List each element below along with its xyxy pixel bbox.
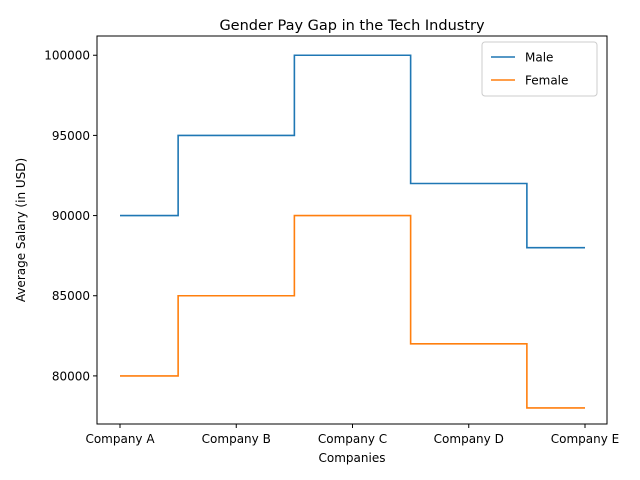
y-axis: 80000 85000 90000 95000 100000: [44, 49, 97, 383]
series-layer: [120, 54, 585, 409]
chart-title: Gender Pay Gap in the Tech Industry: [219, 18, 485, 34]
x-tick-label: Company C: [318, 432, 387, 446]
x-tick-label: Company B: [202, 432, 271, 446]
x-axis: Company A Company B Company C Company D Comp…: [85, 424, 619, 446]
y-tick-label: 80000: [52, 369, 90, 383]
y-axis-title: Average Salary (in USD): [14, 158, 28, 302]
legend-label-female: Female: [525, 74, 568, 88]
x-tick-label: Company E: [551, 432, 619, 446]
series-line-male: [120, 54, 585, 249]
series-line-female: [120, 214, 585, 409]
y-tick-label: 90000: [52, 209, 90, 223]
y-tick-label: 85000: [52, 289, 90, 303]
legend-label-male: Male: [525, 51, 553, 65]
x-tick-label: Company A: [85, 432, 155, 446]
y-tick-label: 100000: [44, 49, 90, 63]
legend: Male Female: [481, 41, 598, 97]
x-tick-label: Company D: [434, 432, 504, 446]
x-axis-title: Companies: [319, 451, 386, 465]
y-tick-label: 95000: [52, 129, 90, 143]
legend-box: [481, 41, 598, 97]
